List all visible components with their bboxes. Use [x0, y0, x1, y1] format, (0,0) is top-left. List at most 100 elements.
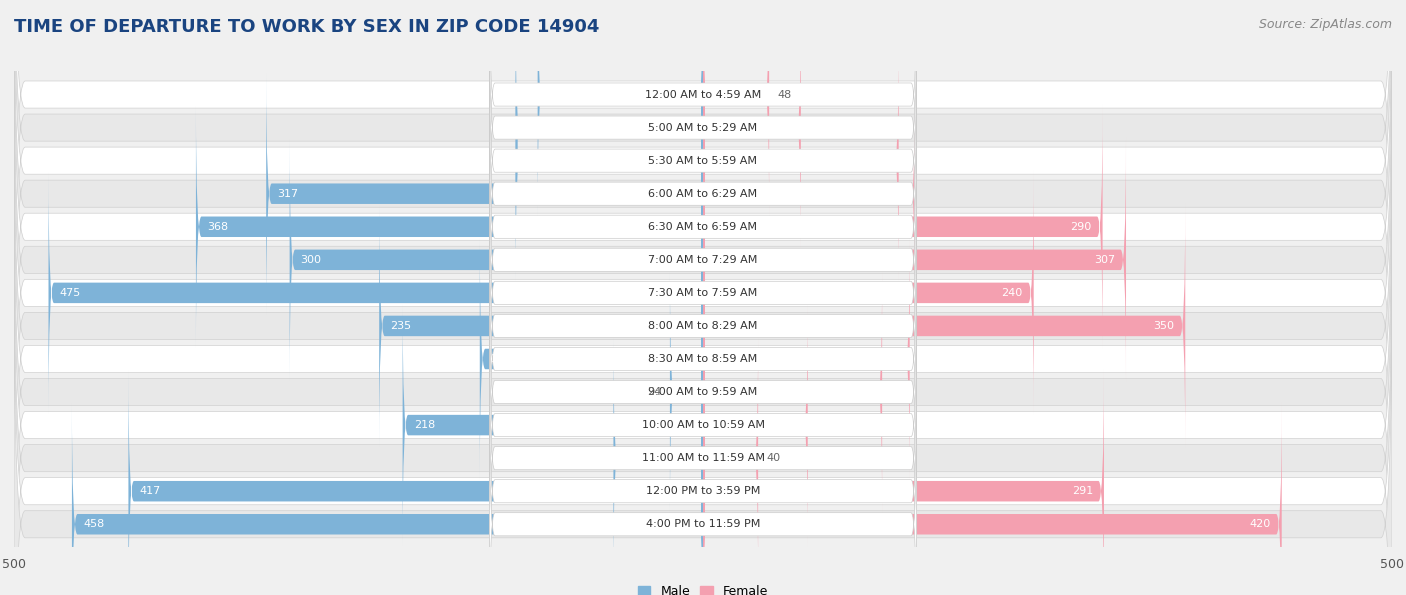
Text: 8:00 AM to 8:29 AM: 8:00 AM to 8:29 AM: [648, 321, 758, 331]
FancyBboxPatch shape: [72, 402, 703, 595]
Text: 218: 218: [413, 420, 434, 430]
FancyBboxPatch shape: [14, 0, 1392, 444]
FancyBboxPatch shape: [489, 139, 917, 380]
FancyBboxPatch shape: [703, 237, 910, 481]
Text: 10:00 AM to 10:59 AM: 10:00 AM to 10:59 AM: [641, 420, 765, 430]
FancyBboxPatch shape: [489, 337, 917, 579]
FancyBboxPatch shape: [48, 171, 703, 415]
Text: 291: 291: [1071, 486, 1092, 496]
Text: 136: 136: [527, 123, 547, 133]
Text: 6:00 AM to 6:29 AM: 6:00 AM to 6:29 AM: [648, 189, 758, 199]
FancyBboxPatch shape: [14, 141, 1392, 595]
Text: 420: 420: [1250, 519, 1271, 530]
FancyBboxPatch shape: [703, 0, 769, 217]
Text: 7:30 AM to 7:59 AM: 7:30 AM to 7:59 AM: [648, 288, 758, 298]
FancyBboxPatch shape: [14, 174, 1392, 595]
FancyBboxPatch shape: [290, 138, 703, 382]
Text: 120: 120: [548, 89, 569, 99]
Text: 307: 307: [1094, 255, 1115, 265]
Text: 8:30 AM to 8:59 AM: 8:30 AM to 8:59 AM: [648, 354, 758, 364]
FancyBboxPatch shape: [14, 240, 1392, 595]
FancyBboxPatch shape: [489, 305, 917, 546]
FancyBboxPatch shape: [14, 42, 1392, 544]
Text: 136: 136: [527, 156, 547, 165]
Text: 48: 48: [778, 89, 792, 99]
FancyBboxPatch shape: [489, 271, 917, 513]
FancyBboxPatch shape: [703, 72, 915, 316]
FancyBboxPatch shape: [266, 72, 703, 316]
Text: 24: 24: [647, 387, 662, 397]
FancyBboxPatch shape: [14, 0, 1392, 412]
FancyBboxPatch shape: [703, 105, 1102, 349]
FancyBboxPatch shape: [489, 239, 917, 480]
FancyBboxPatch shape: [380, 204, 703, 448]
FancyBboxPatch shape: [128, 369, 703, 595]
FancyBboxPatch shape: [703, 138, 1126, 382]
Text: 40: 40: [766, 453, 780, 463]
Text: 65: 65: [624, 453, 638, 463]
FancyBboxPatch shape: [516, 5, 703, 249]
Text: 162: 162: [491, 354, 512, 364]
Text: 235: 235: [391, 321, 412, 331]
FancyBboxPatch shape: [537, 0, 703, 217]
Text: 4:00 PM to 11:59 PM: 4:00 PM to 11:59 PM: [645, 519, 761, 530]
FancyBboxPatch shape: [14, 207, 1392, 595]
FancyBboxPatch shape: [14, 0, 1392, 478]
Text: 5:00 AM to 5:29 AM: 5:00 AM to 5:29 AM: [648, 123, 758, 133]
Text: 12:00 AM to 4:59 AM: 12:00 AM to 4:59 AM: [645, 89, 761, 99]
FancyBboxPatch shape: [703, 270, 882, 514]
FancyBboxPatch shape: [195, 105, 703, 349]
Text: 76: 76: [783, 420, 797, 430]
Text: 350: 350: [1153, 321, 1174, 331]
Text: TIME OF DEPARTURE TO WORK BY SEX IN ZIP CODE 14904: TIME OF DEPARTURE TO WORK BY SEX IN ZIP …: [14, 18, 599, 36]
FancyBboxPatch shape: [703, 336, 758, 580]
Text: 458: 458: [83, 519, 104, 530]
FancyBboxPatch shape: [516, 39, 703, 283]
Text: 7:00 AM to 7:29 AM: 7:00 AM to 7:29 AM: [648, 255, 758, 265]
Text: 290: 290: [1070, 222, 1091, 232]
Text: 9:00 AM to 9:59 AM: 9:00 AM to 9:59 AM: [648, 387, 758, 397]
Text: 240: 240: [1001, 288, 1022, 298]
FancyBboxPatch shape: [489, 403, 917, 595]
Text: 142: 142: [866, 156, 887, 165]
FancyBboxPatch shape: [489, 172, 917, 414]
Text: Source: ZipAtlas.com: Source: ZipAtlas.com: [1258, 18, 1392, 31]
FancyBboxPatch shape: [703, 303, 807, 547]
FancyBboxPatch shape: [489, 106, 917, 347]
Text: 130: 130: [851, 387, 872, 397]
FancyBboxPatch shape: [489, 0, 917, 215]
FancyBboxPatch shape: [14, 108, 1392, 595]
FancyBboxPatch shape: [14, 0, 1392, 346]
Text: 5:30 AM to 5:59 AM: 5:30 AM to 5:59 AM: [648, 156, 758, 165]
Text: 475: 475: [59, 288, 80, 298]
FancyBboxPatch shape: [703, 402, 1282, 595]
Text: 71: 71: [776, 123, 790, 133]
FancyBboxPatch shape: [479, 237, 703, 481]
FancyBboxPatch shape: [613, 336, 703, 580]
FancyBboxPatch shape: [402, 303, 703, 547]
Text: 317: 317: [277, 189, 298, 199]
FancyBboxPatch shape: [703, 204, 1185, 448]
Text: 300: 300: [301, 255, 322, 265]
Legend: Male, Female: Male, Female: [633, 580, 773, 595]
FancyBboxPatch shape: [703, 39, 898, 283]
Text: 6:30 AM to 6:59 AM: 6:30 AM to 6:59 AM: [648, 222, 758, 232]
FancyBboxPatch shape: [489, 73, 917, 314]
FancyBboxPatch shape: [14, 273, 1392, 595]
FancyBboxPatch shape: [703, 369, 1104, 595]
FancyBboxPatch shape: [14, 75, 1392, 577]
FancyBboxPatch shape: [14, 0, 1392, 378]
FancyBboxPatch shape: [489, 7, 917, 248]
FancyBboxPatch shape: [669, 270, 703, 514]
FancyBboxPatch shape: [489, 371, 917, 595]
Text: 417: 417: [139, 486, 160, 496]
Text: 12:00 PM to 3:59 PM: 12:00 PM to 3:59 PM: [645, 486, 761, 496]
FancyBboxPatch shape: [489, 40, 917, 281]
FancyBboxPatch shape: [703, 171, 1033, 415]
FancyBboxPatch shape: [14, 9, 1392, 511]
FancyBboxPatch shape: [489, 205, 917, 447]
Text: 11:00 AM to 11:59 AM: 11:00 AM to 11:59 AM: [641, 453, 765, 463]
Text: 154: 154: [883, 189, 904, 199]
Text: 368: 368: [207, 222, 228, 232]
FancyBboxPatch shape: [703, 5, 801, 249]
